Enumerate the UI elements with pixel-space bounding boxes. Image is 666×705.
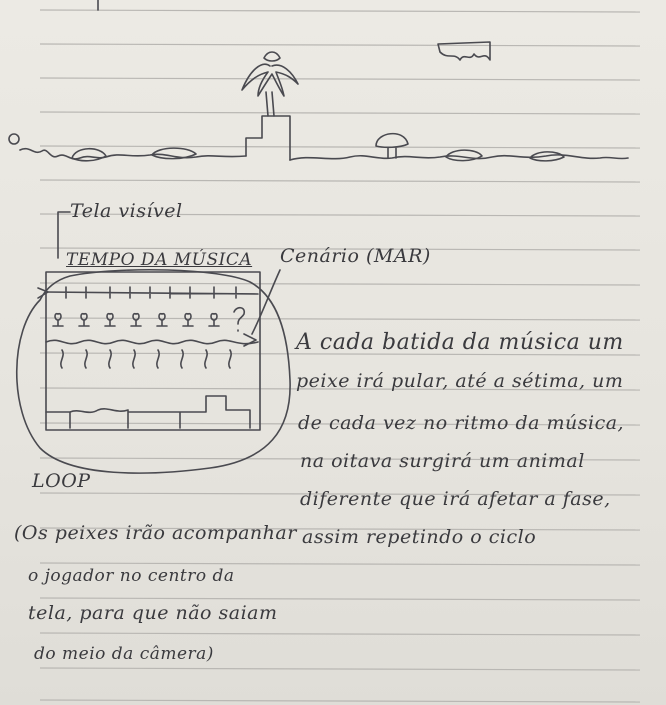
floating-cloud-block	[437, 41, 491, 61]
note-line: o jogador no centro da	[28, 566, 235, 586]
loop-label: LOOP	[32, 470, 91, 492]
fish-1	[52, 312, 64, 327]
note-line: tela, para que não saiam	[28, 602, 278, 624]
pedestal-step	[245, 115, 291, 161]
ground-wave-left	[19, 147, 247, 160]
track-arrow-left	[37, 287, 49, 299]
fish-4	[130, 312, 142, 327]
palm-trunk	[265, 91, 275, 117]
palm-top	[263, 51, 281, 62]
fish-2	[78, 312, 90, 327]
sea-surface-wave	[45, 339, 259, 345]
beat-track	[45, 286, 259, 299]
mound-1	[71, 147, 107, 162]
visible-screen-label: Tela visível	[70, 200, 183, 222]
level-sketch	[8, 41, 629, 162]
diagram-ground	[45, 395, 251, 429]
fish-6	[182, 312, 194, 327]
scenery-pointer	[251, 269, 281, 335]
screen-diagram	[15, 211, 291, 474]
mound-3	[445, 149, 483, 162]
fish-3	[104, 312, 116, 327]
scenery-label: Cenário (MAR)	[280, 245, 431, 267]
mushroom-bush	[375, 132, 409, 159]
fish-5	[156, 312, 168, 327]
visible-screen-pointer	[57, 211, 71, 259]
player-circle	[8, 133, 20, 145]
fish-7	[208, 312, 220, 327]
note-line: do meio da câmera)	[34, 644, 214, 664]
ground-wave-right	[289, 154, 629, 161]
mystery-animal-mark	[233, 306, 246, 332]
mound-4	[529, 151, 565, 162]
description-line: diferente que irá afetar a fase,	[300, 488, 611, 510]
description-line: na oitava surgirá um animal	[300, 450, 585, 472]
screen-frame	[45, 271, 261, 431]
description-line: peixe irá pular, até a sétima, um	[296, 370, 624, 392]
mound-2	[151, 147, 197, 160]
music-tempo-label: TEMPO DA MÚSICA	[66, 250, 253, 270]
description-line: A cada batida da música um	[296, 330, 624, 355]
fish-row	[52, 306, 246, 332]
loop-circle	[15, 268, 291, 474]
sea-swirls	[60, 349, 232, 369]
note-line: (Os peixes irão acompanhar	[14, 522, 297, 544]
description-line: assim repetindo o ciclo	[302, 526, 537, 548]
description-line: de cada vez no ritmo da música,	[298, 412, 625, 434]
palm-fronds	[241, 63, 299, 97]
